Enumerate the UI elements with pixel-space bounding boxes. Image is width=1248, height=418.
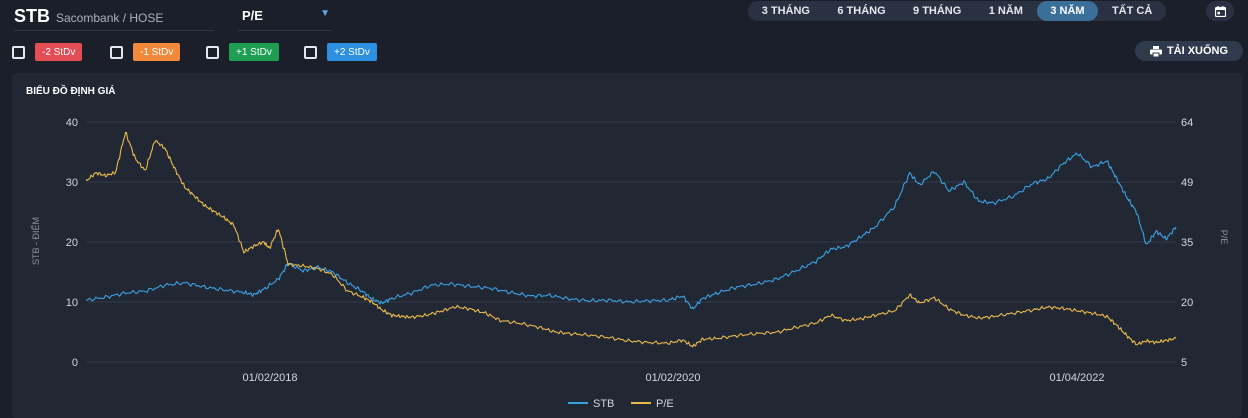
x-tick-label: 01/02/2020 xyxy=(645,372,700,384)
y-left-tick-label: 0 xyxy=(72,357,78,369)
chevron-down-icon: ▼ xyxy=(320,8,330,19)
stdv-toggles: -2 StDv -1 StDv +1 StDv +2 StDv xyxy=(12,42,712,62)
y-left-tick-label: 10 xyxy=(66,297,78,309)
ticker-underline xyxy=(14,30,214,31)
x-tick-label: 01/04/2022 xyxy=(1049,372,1104,384)
calendar-button[interactable] xyxy=(1206,1,1234,21)
legend-label: STB xyxy=(593,398,614,410)
stdv-plus-1[interactable]: +1 StDv xyxy=(206,42,279,62)
y-right-tick-label: 64 xyxy=(1181,117,1193,129)
stdv-minus-2-badge: -2 StDv xyxy=(35,43,83,61)
top-bar: STB Sacombank / HOSE P/E ▼ 3 THÁNG 6 THÁ… xyxy=(0,0,1248,36)
printer-icon xyxy=(1149,45,1162,57)
time-range-selector: 3 THÁNG 6 THÁNG 9 THÁNG 1 NĂM 3 NĂM TẤT … xyxy=(748,1,1166,21)
calendar-icon xyxy=(1214,5,1226,17)
y-right-ticks: 5 20 35 49 64 xyxy=(1181,117,1193,369)
y-left-tick-label: 40 xyxy=(66,117,78,129)
stdv-minus-2-checkbox[interactable] xyxy=(12,45,25,59)
y-left-tick-label: 30 xyxy=(66,177,78,189)
metric-dropdown[interactable]: P/E ▼ xyxy=(238,4,332,31)
series-lines xyxy=(85,131,1177,348)
ticker-exchange: Sacombank / HOSE xyxy=(56,11,164,25)
y-right-tick-label: 5 xyxy=(1181,357,1187,369)
stdv-plus-1-checkbox[interactable] xyxy=(206,45,219,59)
range-all[interactable]: TẤT CẢ xyxy=(1111,5,1153,17)
chart-panel xyxy=(12,73,1242,418)
legend-label: P/E xyxy=(656,398,674,410)
x-ticks: 01/02/2018 01/02/2020 01/04/2022 xyxy=(242,372,1104,384)
y-right-tick-label: 35 xyxy=(1181,237,1193,249)
y-left-ticks: 0 10 20 30 40 xyxy=(66,117,78,369)
range-3m[interactable]: 3 THÁNG xyxy=(761,5,810,17)
download-button[interactable]: TẢI XUỐNG xyxy=(1135,41,1243,61)
y-right-tick-label: 20 xyxy=(1181,297,1193,309)
stdv-plus-2[interactable]: +2 StDv xyxy=(304,42,377,62)
range-1y[interactable]: 1 NĂM xyxy=(988,5,1023,17)
stdv-plus-2-badge: +2 StDv xyxy=(327,43,377,61)
range-6m[interactable]: 6 THÁNG xyxy=(837,5,886,17)
x-tick-label: 01/02/2018 xyxy=(242,372,297,384)
series-line-pe xyxy=(85,131,1177,348)
stdv-plus-1-badge: +1 StDv xyxy=(229,43,279,61)
download-label: TẢI XUỐNG xyxy=(1166,45,1229,57)
grid-lines xyxy=(86,121,1176,363)
legend: STB P/E xyxy=(568,398,674,410)
stdv-minus-2[interactable]: -2 StDv xyxy=(12,42,83,62)
series-line-stb xyxy=(85,152,1177,310)
y-left-tick-label: 20 xyxy=(66,237,78,249)
y-right-axis-label: P/E xyxy=(1219,230,1229,245)
stdv-plus-2-checkbox[interactable] xyxy=(304,45,317,59)
range-3y[interactable]: 3 NĂM xyxy=(1036,1,1099,21)
ticker-symbol: STB xyxy=(14,6,50,26)
y-right-tick-label: 49 xyxy=(1181,177,1193,189)
panel-title: BIỂU ĐỒ ĐỊNH GIÁ xyxy=(26,86,116,97)
ticker-selector[interactable]: STB Sacombank / HOSE xyxy=(14,6,163,32)
range-9m[interactable]: 9 THÁNG xyxy=(913,5,962,17)
stdv-minus-1-checkbox[interactable] xyxy=(110,45,123,59)
y-left-axis-label: STB - ĐIỂM xyxy=(30,217,41,265)
stdv-minus-1-badge: -1 StDv xyxy=(133,43,181,61)
stdv-minus-1[interactable]: -1 StDv xyxy=(110,42,181,62)
metric-value: P/E xyxy=(242,8,263,23)
